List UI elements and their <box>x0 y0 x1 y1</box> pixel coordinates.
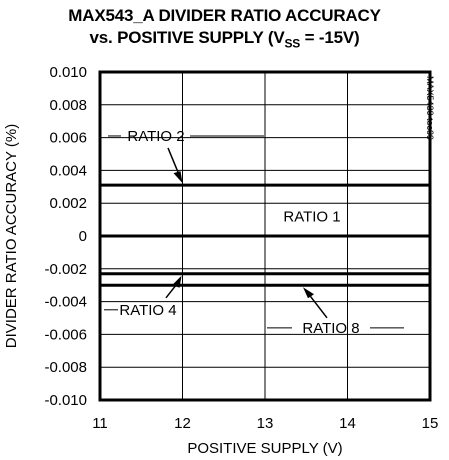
x-tick-labels: 11 12 13 14 15 <box>92 415 438 432</box>
arrowhead-ratio-2 <box>173 171 183 184</box>
title-prefix: vs. POSITIVE SUPPLY (V <box>89 28 285 47</box>
series-label-ratio-8: RATIO 8 <box>302 320 359 337</box>
y-tick-label: 0.010 <box>49 64 87 81</box>
arrowhead-ratio-4 <box>172 275 182 288</box>
y-tick-labels: 0.010 0.008 0.006 0.004 0.002 0 -0.002 -0.004 -0… <box>44 64 87 409</box>
title-suffix: = -15V) <box>300 28 360 47</box>
plot-frame <box>98 70 432 402</box>
y-tick-label: 0.004 <box>49 162 87 179</box>
series-label-ratio-1: RATIO 1 <box>283 208 340 225</box>
x-tick-label: 11 <box>92 415 108 432</box>
x-tick-label: 13 <box>257 415 274 432</box>
y-tick-label: -0.002 <box>44 261 87 278</box>
y-tick-label: 0.002 <box>49 195 87 212</box>
x-tick-label: 14 <box>339 415 356 432</box>
x-axis-label: POSITIVE SUPPLY (V) <box>187 440 342 457</box>
y-tick-label: -0.004 <box>44 294 87 311</box>
y-tick-label: 0.008 <box>49 97 87 114</box>
series-label-ratio-4: RATIO 4 <box>119 302 176 319</box>
y-tick-label: 0.006 <box>49 130 87 147</box>
y-tick-label: -0.010 <box>44 392 87 409</box>
chart-title-line-1: MAX543_A DIVIDER RATIO ACCURACY <box>68 6 381 25</box>
series-lines <box>100 183 430 287</box>
y-tick-label: -0.008 <box>44 359 87 376</box>
title-subscript: SS <box>284 36 301 51</box>
watermark-text: MAX5430 toc09 <box>425 76 435 140</box>
y-axis-label: DIVIDER RATIO ACCURACY (%) <box>3 124 20 348</box>
x-tick-label: 15 <box>422 415 439 432</box>
x-tick-label: 12 <box>174 415 191 432</box>
arrow-ratio-8 <box>307 292 328 319</box>
y-tick-label: -0.006 <box>44 326 87 343</box>
arrowhead-ratio-8 <box>303 287 314 299</box>
chart-title-line-2: vs. POSITIVE SUPPLY (VSS = -15V) <box>0 28 449 53</box>
callouts: RATIO 1 RATIO 2 RATIO 4 RATIO 8 <box>104 128 404 337</box>
series-label-ratio-2: RATIO 2 <box>127 128 184 145</box>
y-tick-label: 0 <box>79 228 87 245</box>
